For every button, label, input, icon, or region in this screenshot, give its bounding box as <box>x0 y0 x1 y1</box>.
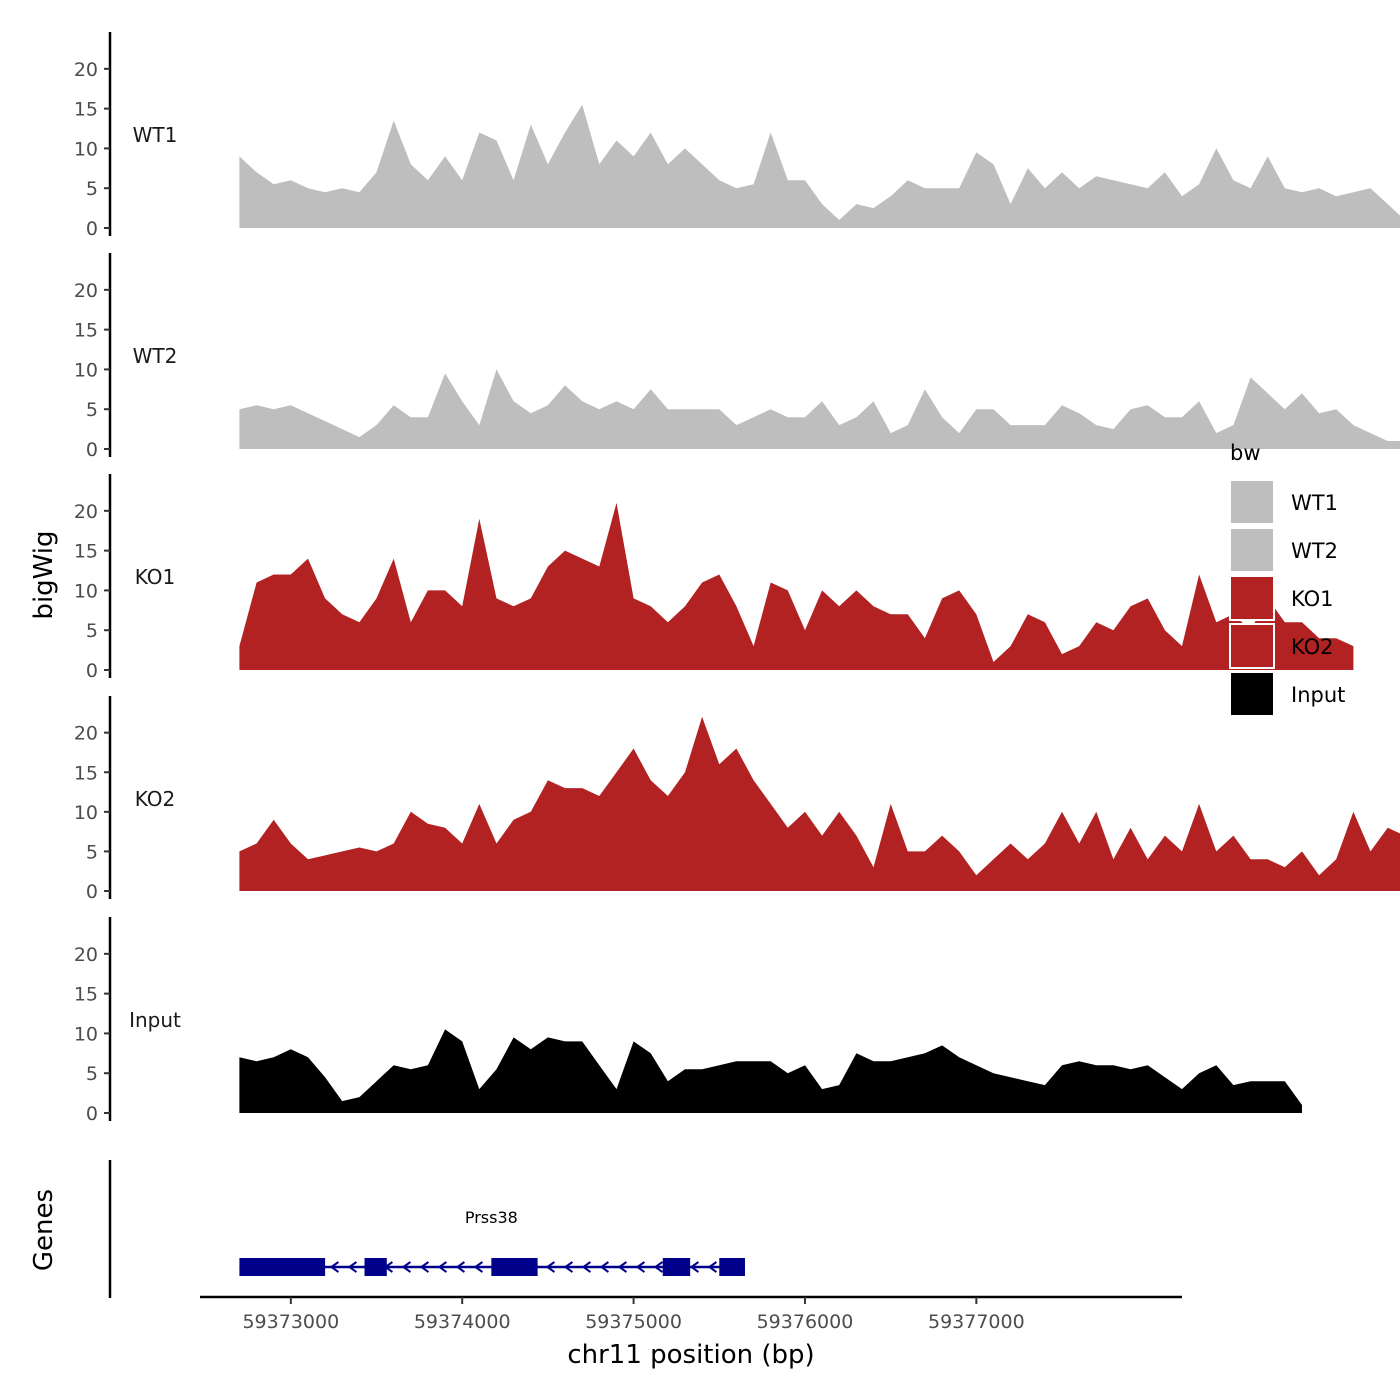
y-tick-label: 15 <box>74 984 98 1006</box>
legend-key-input <box>1229 671 1275 717</box>
y-tick-label: 5 <box>86 620 98 642</box>
track-label: WT1 <box>133 123 178 147</box>
y-tick-label: 20 <box>74 280 98 302</box>
y-tick-label: 15 <box>74 762 98 784</box>
strand-arrow-icon <box>563 1261 573 1273</box>
strand-arrow-icon <box>473 1261 483 1273</box>
legend-label-wt2: WT2 <box>1291 539 1338 563</box>
strand-arrow-icon <box>401 1261 411 1273</box>
y-tick-label: 15 <box>74 541 98 563</box>
legend-title: bw <box>1230 441 1261 465</box>
strand-arrow-icon <box>599 1261 609 1273</box>
track-label: KO2 <box>135 787 176 811</box>
legend-label-input: Input <box>1291 683 1345 707</box>
y-tick-label: 10 <box>74 802 98 824</box>
legend-key-ko1 <box>1229 575 1275 621</box>
y-tick-label: 10 <box>74 1023 98 1045</box>
gene-panel-title: Genes <box>29 1189 59 1271</box>
y-tick-label: 5 <box>86 841 98 863</box>
y-tick-label: 15 <box>74 99 98 121</box>
strand-arrow-icon <box>437 1261 447 1273</box>
gene-exon <box>662 1258 691 1276</box>
legend-label-ko1: KO1 <box>1291 587 1334 611</box>
y-tick-label: 10 <box>74 359 98 381</box>
strand-arrow-icon <box>653 1261 663 1273</box>
gene-exon <box>491 1258 538 1276</box>
strand-arrow-icon <box>545 1261 555 1273</box>
track-label: WT2 <box>133 344 178 368</box>
gene-panel: Genes Prss38 <box>29 1160 745 1298</box>
coverage-area-wt2 <box>239 369 1400 449</box>
gene-exon <box>239 1258 326 1276</box>
y-tick-label: 0 <box>86 218 98 240</box>
strand-arrow-icon <box>347 1261 357 1273</box>
coverage-area-input <box>239 1029 1302 1113</box>
coverage-area-ko1 <box>239 502 1354 670</box>
y-tick-label: 0 <box>86 1103 98 1125</box>
x-tick-label: 59376000 <box>757 1311 854 1333</box>
strand-arrow-icon <box>689 1261 699 1273</box>
legend-key-ko2 <box>1229 623 1275 669</box>
coverage-area-wt1 <box>239 104 1400 228</box>
track-label: Input <box>129 1008 181 1032</box>
strand-arrow-icon <box>707 1261 717 1273</box>
x-axis-title: chr11 position (bp) <box>567 1340 814 1370</box>
y-axis-title: bigWig <box>29 530 59 619</box>
track-ko2: 0 5 10 15 20 KO2 <box>74 696 1400 903</box>
coverage-area-ko2 <box>239 716 1400 891</box>
strand-arrow-icon <box>329 1261 339 1273</box>
track-wt1: 0 5 10 15 20 WT1 <box>74 32 1400 240</box>
gene-name-label: Prss38 <box>465 1208 518 1227</box>
y-tick-label: 20 <box>74 59 98 81</box>
gene-exon <box>364 1258 387 1276</box>
y-tick-label: 0 <box>86 660 98 682</box>
legend-key-wt1 <box>1229 479 1275 525</box>
y-tick-label: 5 <box>86 1063 98 1085</box>
legend-key-wt2 <box>1229 527 1275 573</box>
strand-arrow-icon <box>419 1261 429 1273</box>
y-tick-label: 10 <box>74 580 98 602</box>
track-wt2: 0 5 10 15 20 WT2 <box>74 253 1400 461</box>
legend-label-wt1: WT1 <box>1291 491 1338 515</box>
y-tick-label: 5 <box>86 399 98 421</box>
y-tick-label: 20 <box>74 944 98 966</box>
strand-arrow-icon <box>617 1261 627 1273</box>
y-tick-label: 10 <box>74 138 98 160</box>
legend: bw WT1 WT2 KO1 KO2 Input <box>1229 441 1345 717</box>
x-tick-label: 59373000 <box>242 1311 339 1333</box>
x-axis: 59373000 59374000 59375000 59376000 59377000… <box>200 1295 1182 1370</box>
strand-arrow-icon <box>635 1261 645 1273</box>
y-tick-label: 0 <box>86 439 98 461</box>
track-input: 0 5 10 15 20 Input <box>74 917 1302 1125</box>
legend-label-ko2: KO2 <box>1291 635 1334 659</box>
x-tick-label: 59374000 <box>414 1311 511 1333</box>
x-tick-label: 59375000 <box>585 1311 682 1333</box>
y-tick-label: 15 <box>74 320 98 342</box>
track-ko1: 0 5 10 15 20 KO1 <box>74 474 1354 682</box>
track-label: KO1 <box>135 565 176 589</box>
gene-exon <box>719 1258 745 1276</box>
y-tick-label: 20 <box>74 501 98 523</box>
y-tick-label: 20 <box>74 723 98 745</box>
x-tick-label: 59377000 <box>928 1311 1025 1333</box>
y-tick-label: 0 <box>86 881 98 903</box>
y-tick-label: 5 <box>86 178 98 200</box>
strand-arrow-icon <box>455 1261 465 1273</box>
strand-arrow-icon <box>581 1261 591 1273</box>
